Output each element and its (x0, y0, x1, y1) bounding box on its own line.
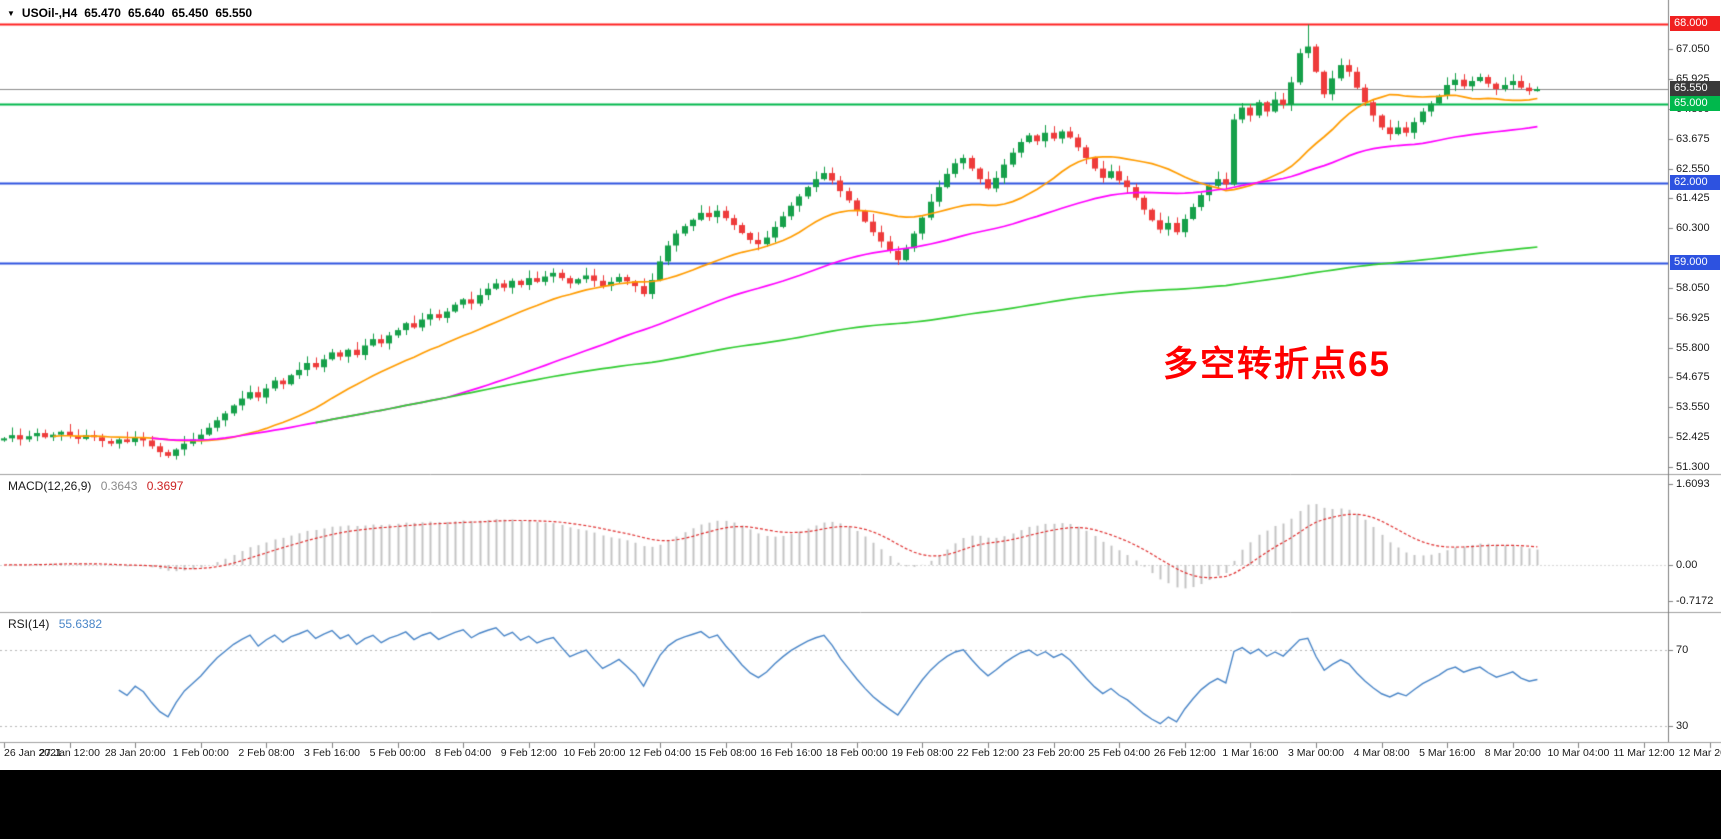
ohlc-low-value: 65.450 (171, 6, 209, 20)
rsi-indicator-label: RSI(14) 55.6382 (8, 617, 102, 631)
macd-name: MACD(12,26,9) (8, 479, 92, 493)
ohlc-close-value: 65.550 (215, 6, 253, 20)
price-axis-label: 58.050 (1676, 281, 1710, 294)
macd-signal-value: 0.3697 (146, 479, 184, 493)
price-axis-label: 67.050 (1676, 43, 1710, 56)
rsi-axis-label: 70 (1676, 644, 1689, 656)
bottom-bar (0, 770, 1721, 839)
time-axis-label: 1 Feb 00:00 (172, 747, 229, 759)
rsi-axis-label: 30 (1676, 720, 1689, 732)
macd-axis-label: -0.7172 (1676, 595, 1714, 608)
time-axis-label: 16 Feb 16:00 (760, 747, 823, 759)
price-badge: 65.000 (1670, 95, 1720, 111)
time-axis-label: 9 Feb 12:00 (500, 747, 557, 759)
chevron-down-icon: ▼ (7, 8, 15, 18)
time-axis-label: 15 Feb 08:00 (694, 747, 757, 759)
time-axis-label: 23 Feb 20:00 (1022, 747, 1085, 759)
price-axis-label: 60.300 (1676, 222, 1710, 235)
annotation-text: 多空转折点65 (1163, 345, 1391, 384)
symbol-timeframe-label: USOil-,H4 (21, 6, 78, 20)
time-axis-label: 28 Jan 20:00 (104, 747, 166, 759)
time-axis-label: 11 Mar 12:00 (1613, 747, 1675, 759)
time-axis-label: 8 Mar 20:00 (1484, 747, 1541, 759)
time-axis-label: 8 Feb 04:00 (435, 747, 492, 759)
time-axis-label: 18 Feb 00:00 (825, 747, 888, 759)
time-axis-label: 25 Feb 04:00 (1088, 747, 1151, 759)
chart-title: ▼ USOil-,H4 65.470 65.640 65.450 65.550 (7, 6, 252, 20)
price-axis-label: 55.800 (1676, 341, 1710, 354)
price-axis-label: 63.675 (1676, 132, 1710, 145)
price-badge: 65.550 (1670, 80, 1720, 96)
time-axis-label: 12 Feb 04:00 (629, 747, 691, 759)
price-axis-label: 61.425 (1676, 192, 1710, 205)
macd-axis-label: 0.00 (1676, 559, 1698, 571)
time-axis-label: 26 Jan 2021 (4, 747, 62, 759)
price-badge: 68.000 (1670, 16, 1720, 31)
time-axis-label: 5 Feb 00:00 (369, 747, 426, 759)
time-axis-label: 1 Mar 16:00 (1222, 747, 1279, 759)
time-axis-label: 3 Mar 00:00 (1287, 747, 1345, 759)
price-axis-label: 56.925 (1676, 311, 1710, 324)
time-axis-label: 4 Mar 08:00 (1353, 747, 1410, 759)
time-axis-label: 12 Mar 20:00 (1678, 747, 1721, 759)
time-axis-label: 10 Mar 04:00 (1547, 747, 1610, 759)
time-axis-label: 3 Feb 16:00 (303, 747, 361, 759)
price-axis-label: 52.425 (1676, 431, 1710, 444)
time-axis-label: 22 Feb 12:00 (957, 747, 1019, 759)
price-badge: 59.000 (1670, 254, 1720, 270)
macd-main-value: 0.3643 (100, 479, 138, 493)
price-badge: 62.000 (1670, 175, 1720, 191)
time-axis-label: 26 Feb 12:00 (1153, 747, 1216, 759)
ohlc-high-value: 65.640 (127, 6, 165, 20)
price-axis-label: 51.300 (1676, 461, 1710, 473)
macd-indicator-label: MACD(12,26,9) 0.3643 0.3697 (8, 479, 183, 493)
time-axis-label: 5 Mar 16:00 (1419, 747, 1476, 759)
time-axis-label: 19 Feb 08:00 (891, 747, 954, 759)
rsi-value: 55.6382 (58, 617, 103, 631)
price-axis-label: 62.550 (1676, 162, 1710, 175)
rsi-name: RSI(14) (8, 617, 50, 631)
price-axis-label: 54.675 (1676, 371, 1710, 384)
time-axis-label: 10 Feb 20:00 (563, 747, 626, 759)
time-axis-label: 2 Feb 08:00 (238, 747, 295, 759)
macd-axis-label: 1.6093 (1676, 478, 1710, 491)
price-axis-label: 53.550 (1676, 401, 1710, 414)
time-axis-label: 27 Jan 12:00 (39, 747, 100, 759)
ohlc-open-value: 65.470 (84, 6, 121, 20)
